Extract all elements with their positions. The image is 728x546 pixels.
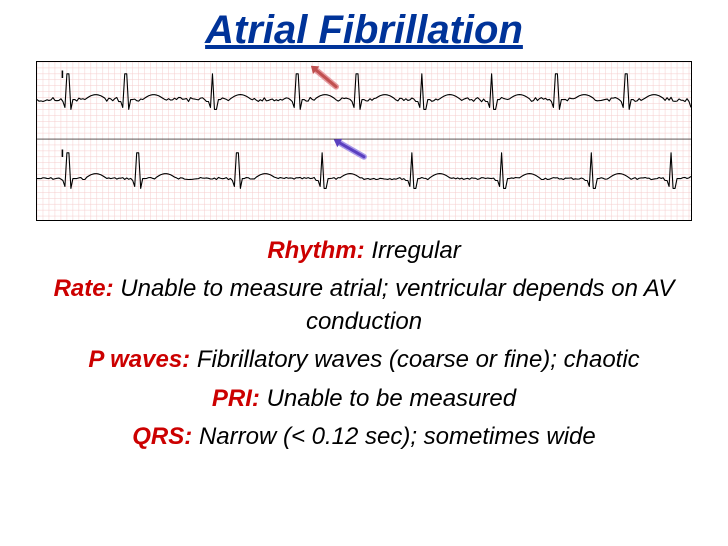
characteristic-line: PRI: Unable to be measured bbox=[20, 383, 708, 415]
characteristic-value: Unable to measure atrial; ventricular de… bbox=[120, 275, 674, 334]
slide-title: Atrial Fibrillation bbox=[12, 8, 716, 53]
characteristic-line: Rhythm: Irregular bbox=[20, 235, 708, 267]
characteristic-label: Rate: bbox=[54, 275, 121, 302]
characteristic-label: Rhythm: bbox=[267, 237, 371, 264]
characteristic-value: Unable to be measured bbox=[267, 385, 517, 412]
slide-container: Atrial Fibrillation II Rhythm: Irregular… bbox=[0, 0, 728, 546]
characteristics-list: Rhythm: Irregular Rate: Unable to measure… bbox=[12, 235, 716, 453]
characteristic-label: QRS: bbox=[132, 423, 199, 450]
characteristic-value: Irregular bbox=[371, 237, 460, 264]
characteristic-value: Narrow (< 0.12 sec); sometimes wide bbox=[199, 423, 596, 450]
characteristic-line: QRS: Narrow (< 0.12 sec); sometimes wide bbox=[20, 421, 708, 453]
svg-text:I: I bbox=[61, 69, 64, 81]
characteristic-line: Rate: Unable to measure atrial; ventricu… bbox=[20, 273, 708, 338]
ecg-chart: II bbox=[37, 62, 691, 220]
ecg-panel: II bbox=[36, 61, 692, 221]
characteristic-label: PRI: bbox=[212, 385, 267, 412]
characteristic-label: P waves: bbox=[88, 346, 197, 373]
characteristic-value: Fibrillatory waves (coarse or fine); cha… bbox=[197, 346, 640, 373]
svg-text:I: I bbox=[61, 148, 64, 160]
characteristic-line: P waves: Fibrillatory waves (coarse or f… bbox=[20, 344, 708, 376]
